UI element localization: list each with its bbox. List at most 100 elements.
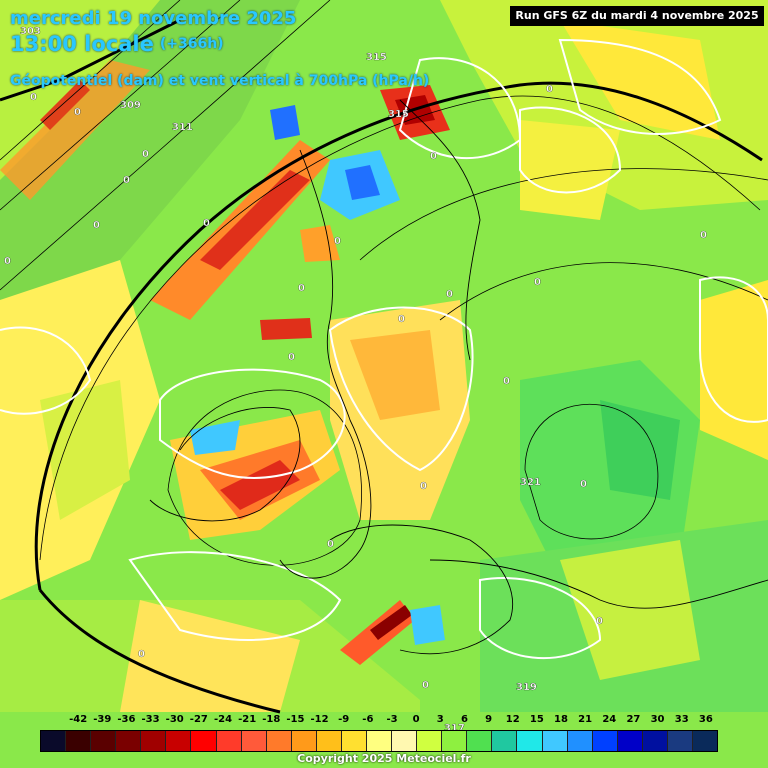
legend-swatch [667,731,694,751]
legend-swatch [41,731,67,751]
legend-swatch [392,731,418,751]
legend-tick-label: 18 [554,714,568,725]
legend-tick-label: 30 [650,714,665,725]
svg-text:0: 0 [334,236,341,247]
legend-tick-label: 3 [436,714,444,725]
svg-text:0: 0 [138,649,145,660]
legend-tick-label: -3 [386,714,398,725]
legend-swatch [617,731,643,751]
geopotential-labels: 303 309 311 315 315 321 319 317 [20,26,541,734]
parameter-title: Géopotentiel (dam) et vent vertical à 70… [10,73,430,89]
svg-text:0: 0 [30,92,37,103]
contour-label-319: 319 [516,682,537,693]
legend-swatch [141,731,167,751]
legend-tick-label: 36 [698,714,713,725]
svg-text:0: 0 [546,84,553,95]
svg-text:0: 0 [534,277,541,288]
legend-swatch [693,731,718,751]
contour-label-315a: 315 [366,52,387,63]
legend-bar [40,730,718,752]
legend-swatch [191,731,217,751]
legend-tick-label: 24 [602,714,617,725]
svg-text:0: 0 [298,283,305,294]
legend-tick-label: -18 [262,714,281,725]
legend-tick-label: 12 [505,714,520,725]
legend-swatch [567,731,593,751]
svg-text:0: 0 [142,149,149,160]
legend-tick-label: -27 [189,714,208,725]
legend-tick-label: -36 [117,714,136,725]
svg-text:0: 0 [203,218,210,229]
svg-text:0: 0 [422,680,429,691]
legend-swatch [216,731,242,751]
legend-swatch [367,731,393,751]
legend-tick-label: 15 [529,714,544,725]
legend-tick-label: -12 [310,714,329,725]
legend-swatch [542,731,568,751]
svg-text:0: 0 [503,376,510,387]
contour-label-317: 317 [444,723,465,734]
legend-tick-label: -15 [286,714,305,725]
contour-label-309: 309 [120,100,141,111]
legend-swatch [517,731,543,751]
legend-swatch [116,731,142,751]
copyright: Copyright 2025 Meteociel.fr [297,752,471,765]
legend-swatch [316,731,342,751]
forecast-date: mercredi 19 novembre 2025 [10,8,297,29]
legend-swatch [266,731,292,751]
legend-swatch [91,731,117,751]
color-legend: -42 -39 -36 -33 -30 -27 -24 -21 -18 -15 -12 -9 -6 -3 0… [0,712,768,768]
svg-text:0: 0 [4,256,11,267]
svg-text:0: 0 [446,289,453,300]
legend-tick-label: -24 [213,714,233,725]
legend-swatch [241,731,267,751]
legend-tick-label: 27 [626,714,641,725]
legend-swatch [492,731,518,751]
svg-text:0: 0 [74,107,81,118]
legend-tick-label: -30 [165,714,184,725]
legend-tick-label: -6 [362,714,374,725]
zero-wind-contours [0,38,768,660]
contour-label-303: 303 [20,26,41,37]
legend-swatch [442,731,468,751]
svg-text:0: 0 [327,539,334,550]
legend-tick-label: -42 [69,714,88,725]
geopotential-contours [0,0,768,566]
legend-swatch [467,731,493,751]
forecast-time: 13:00 locale (+366h) [10,32,224,56]
legend-tick-label: -21 [238,714,257,725]
legend-tick-label: -33 [141,714,160,725]
legend-tick-label: 6 [460,714,468,725]
local-time: 13:00 locale [10,32,154,56]
svg-text:0: 0 [398,314,405,325]
legend-tick-label: 21 [578,714,593,725]
legend-swatch [642,731,668,751]
legend-tick-label: 33 [674,714,689,725]
svg-text:0: 0 [420,481,427,492]
legend-swatch [417,731,443,751]
svg-text:0: 0 [700,230,707,241]
legend-swatch [166,731,192,751]
legend-labels: -42 -39 -36 -33 -30 -27 -24 -21 -18 -15 -12 -9 -6 -3 0… [40,714,720,728]
legend-tick-label: -9 [338,714,350,725]
legend-tick-label: 9 [485,714,493,725]
legend-tick-label: -39 [93,714,112,725]
coastlines [149,99,768,655]
zero-labels: 0 0 0 0 0 0 0 0 0 0 0 0 0 0 0 0 0 0 0 0 … [4,84,707,691]
legend-swatch [341,731,368,751]
svg-text:0: 0 [596,616,603,627]
run-info: Run GFS 6Z du mardi 4 novembre 2025 [510,6,764,26]
svg-text:0: 0 [123,175,130,186]
lead-time: (+366h) [159,36,224,52]
contour-label-311: 311 [172,122,193,133]
svg-text:0: 0 [430,151,437,162]
svg-text:0: 0 [288,352,295,363]
contour-label-315b: 315 [388,109,409,120]
ascent-spots [190,105,445,645]
contour-label-321: 321 [520,477,541,488]
svg-text:0: 0 [580,479,587,490]
legend-swatch [66,731,92,751]
legend-tick-label: 0 [412,714,420,725]
legend-swatch [592,731,618,751]
